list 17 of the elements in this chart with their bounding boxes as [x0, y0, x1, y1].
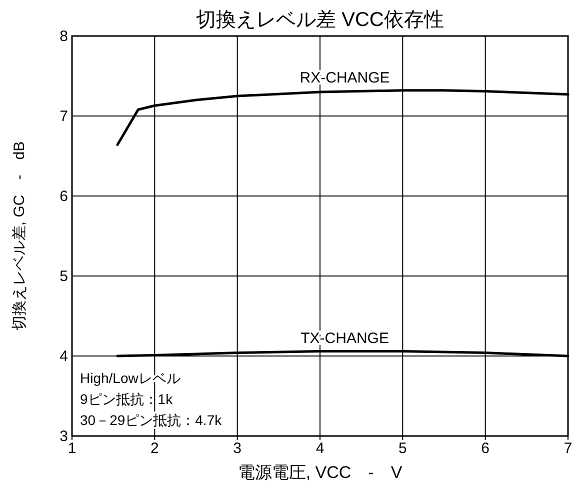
annotation: 9ピン抵抗：1k [80, 391, 174, 407]
x-tick-label: 7 [564, 440, 572, 457]
y-tick-label: 6 [60, 188, 68, 205]
x-tick-label: 1 [68, 440, 76, 457]
y-tick-label: 8 [60, 28, 68, 45]
x-tick-label: 3 [233, 440, 242, 457]
x-tick-label: 6 [481, 440, 490, 457]
chart-title: 切換えレベル差 VCC依存性 [196, 9, 444, 31]
x-tick-label: 4 [316, 440, 324, 457]
y-axis-title: 切換えレベル差, GC - dB [11, 141, 28, 331]
y-tick-label: 4 [60, 348, 68, 365]
x-tick-label: 5 [398, 440, 407, 457]
x-axis-title: 電源電圧, VCC - V [238, 463, 403, 482]
x-tick-label: 2 [150, 440, 159, 457]
y-tick-label: 3 [60, 428, 68, 445]
y-tick-label: 7 [60, 108, 68, 125]
y-tick-label: 5 [60, 268, 68, 285]
